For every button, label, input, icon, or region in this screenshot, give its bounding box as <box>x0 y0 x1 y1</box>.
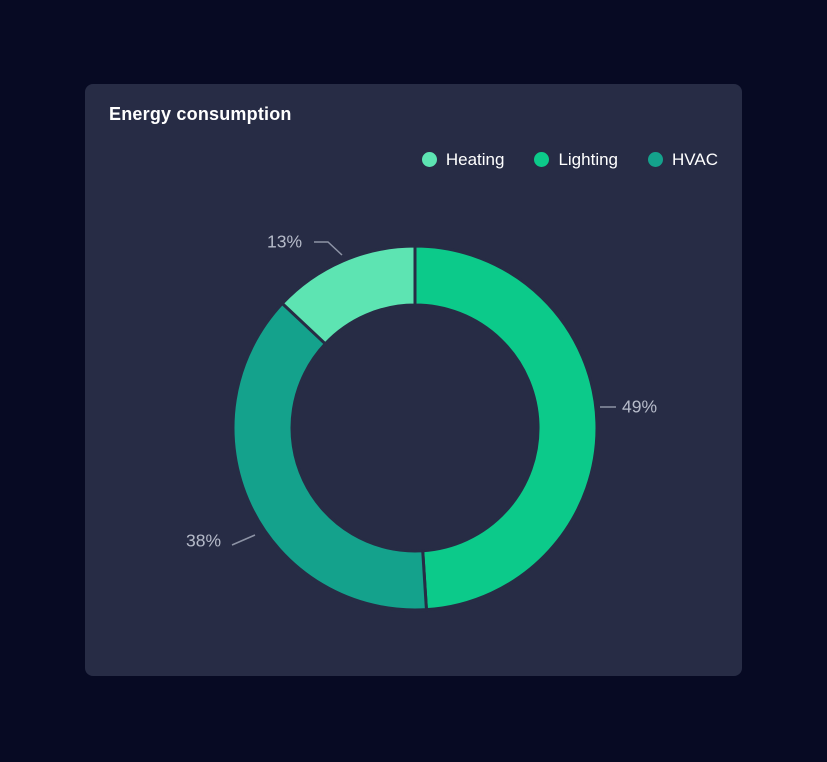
donut-slice-lighting[interactable] <box>413 244 599 612</box>
donut-slice-heating[interactable] <box>280 244 417 346</box>
legend-label-lighting: Lighting <box>558 150 619 169</box>
legend-item-hvac[interactable]: HVAC <box>648 151 718 168</box>
slice-label-heating: 13% <box>267 231 303 252</box>
legend-item-heating[interactable]: Heating <box>421 150 505 169</box>
legend-dot-heating <box>421 152 437 167</box>
chart-title: Energy consumption <box>109 104 292 124</box>
connector-line-38 <box>231 534 256 546</box>
connector-line-13 <box>314 241 343 256</box>
donut-slices <box>231 244 599 612</box>
slice-label-lighting: 49% <box>622 396 658 417</box>
chart-card: Energy consumption Heating Lighting HVAC 4… <box>85 84 742 676</box>
legend-dot-hvac <box>648 152 664 167</box>
slice-label-hvac: 38% <box>186 530 222 551</box>
legend-dot-lighting <box>534 152 550 167</box>
donut-slice-hvac[interactable] <box>231 301 429 612</box>
legend-label-heating: Heating <box>445 150 505 169</box>
legend-item-lighting[interactable]: Lighting <box>534 151 618 168</box>
legend-label-hvac: HVAC <box>672 150 718 169</box>
donut-chart <box>231 241 616 612</box>
chart-legend: Heating Lighting HVAC <box>421 150 718 169</box>
